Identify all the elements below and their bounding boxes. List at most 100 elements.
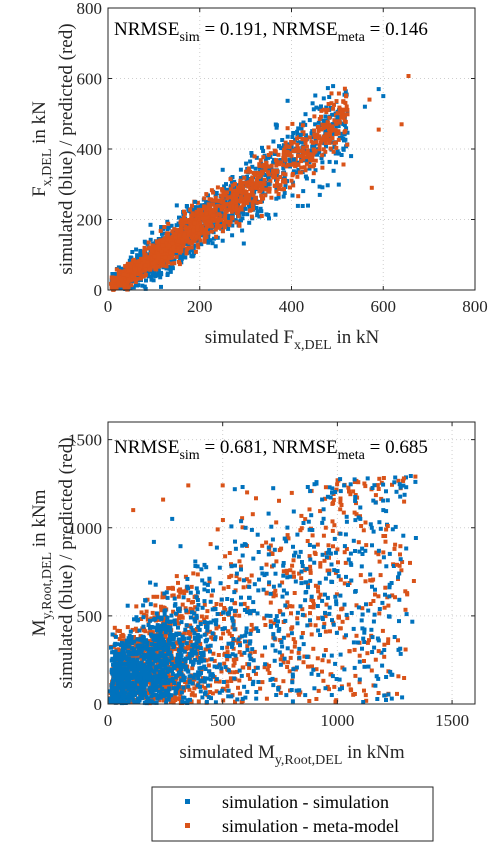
- meta-point: [392, 546, 397, 551]
- meta-point: [403, 647, 408, 652]
- sim-point: [281, 166, 286, 171]
- meta-point: [354, 603, 359, 608]
- meta-point: [383, 539, 388, 544]
- sim-point: [345, 130, 350, 135]
- sim-point: [172, 644, 176, 649]
- meta-point: [126, 268, 131, 273]
- meta-point: [195, 225, 200, 229]
- sim-point: [187, 243, 192, 248]
- meta-outlier-point: [179, 249, 184, 254]
- sim-point: [195, 632, 200, 637]
- sim-point: [175, 656, 179, 661]
- meta-point: [154, 259, 159, 264]
- meta-point: [268, 600, 273, 605]
- meta-point: [217, 679, 222, 684]
- meta-point: [264, 591, 269, 596]
- meta-point: [314, 697, 319, 701]
- sim-point: [220, 627, 225, 631]
- meta-point: [251, 193, 256, 198]
- meta-point: [402, 676, 407, 680]
- sim-point: [304, 133, 308, 138]
- meta-point: [302, 165, 307, 170]
- meta-point: [220, 188, 225, 193]
- meta-point: [229, 679, 234, 683]
- sim-point: [220, 167, 225, 172]
- sim-point: [202, 658, 207, 663]
- meta-point: [175, 696, 179, 701]
- meta-point: [320, 658, 325, 663]
- sim-point: [181, 251, 186, 256]
- meta-point: [274, 163, 279, 168]
- meta-point: [381, 534, 386, 538]
- sim-point: [134, 282, 138, 287]
- meta-point: [231, 189, 235, 194]
- meta-point: [182, 591, 187, 596]
- sim-point: [328, 105, 333, 110]
- sim-point: [233, 539, 237, 544]
- sim-point: [137, 696, 142, 701]
- meta-point: [308, 568, 313, 573]
- sim-point: [331, 84, 336, 89]
- meta-point: [191, 228, 196, 233]
- meta-point: [319, 127, 324, 132]
- sim-point: [313, 93, 318, 98]
- meta-point: [118, 275, 123, 280]
- meta-point: [301, 157, 306, 162]
- sim-point: [280, 594, 285, 599]
- meta-point: [260, 171, 265, 176]
- sim-point: [240, 228, 245, 233]
- meta-point: [214, 234, 219, 239]
- sim-point: [382, 693, 387, 698]
- sim-point: [390, 672, 395, 677]
- sim-point: [263, 157, 268, 162]
- sim-point: [290, 680, 295, 685]
- meta-point: [222, 617, 226, 621]
- sim-point: [245, 647, 250, 652]
- meta-point: [290, 121, 295, 126]
- sim-point: [149, 277, 154, 282]
- sim-point: [299, 635, 304, 640]
- sim-point: [148, 618, 152, 623]
- meta-point: [306, 153, 310, 158]
- meta-point: [337, 120, 342, 125]
- meta-point: [159, 258, 164, 263]
- sim-point: [232, 487, 237, 492]
- meta-point: [331, 497, 336, 502]
- meta-point: [384, 527, 389, 532]
- meta-point: [145, 617, 150, 622]
- meta-point: [133, 259, 138, 264]
- meta-point: [285, 162, 290, 167]
- sim-point: [155, 675, 160, 679]
- meta-point: [115, 628, 120, 633]
- sim-point: [238, 176, 243, 180]
- meta-point: [300, 130, 305, 135]
- meta-point: [288, 185, 292, 190]
- meta-point: [323, 141, 328, 145]
- sim-point: [180, 648, 185, 653]
- sim-point: [390, 527, 395, 532]
- meta-point: [222, 651, 227, 656]
- sim-point: [230, 218, 235, 223]
- meta-point: [253, 665, 258, 670]
- meta-point: [276, 192, 281, 196]
- sim-point: [149, 699, 154, 704]
- sim-point: [254, 696, 259, 701]
- sim-point: [230, 598, 234, 603]
- meta-point: [227, 631, 232, 636]
- sim-point: [271, 632, 276, 637]
- sim-point: [292, 553, 296, 558]
- sim-point: [143, 598, 148, 603]
- sim-point: [308, 578, 313, 583]
- meta-point: [312, 132, 317, 137]
- sim-point: [293, 579, 298, 584]
- sim-point: [269, 166, 274, 171]
- sim-point: [219, 597, 224, 602]
- sim-point: [343, 137, 348, 142]
- meta-point: [190, 211, 195, 216]
- meta-point: [271, 168, 276, 173]
- meta-point: [214, 224, 219, 228]
- meta-point: [318, 140, 323, 145]
- meta-point: [197, 223, 202, 228]
- meta-point: [249, 573, 254, 578]
- meta-point: [301, 149, 306, 154]
